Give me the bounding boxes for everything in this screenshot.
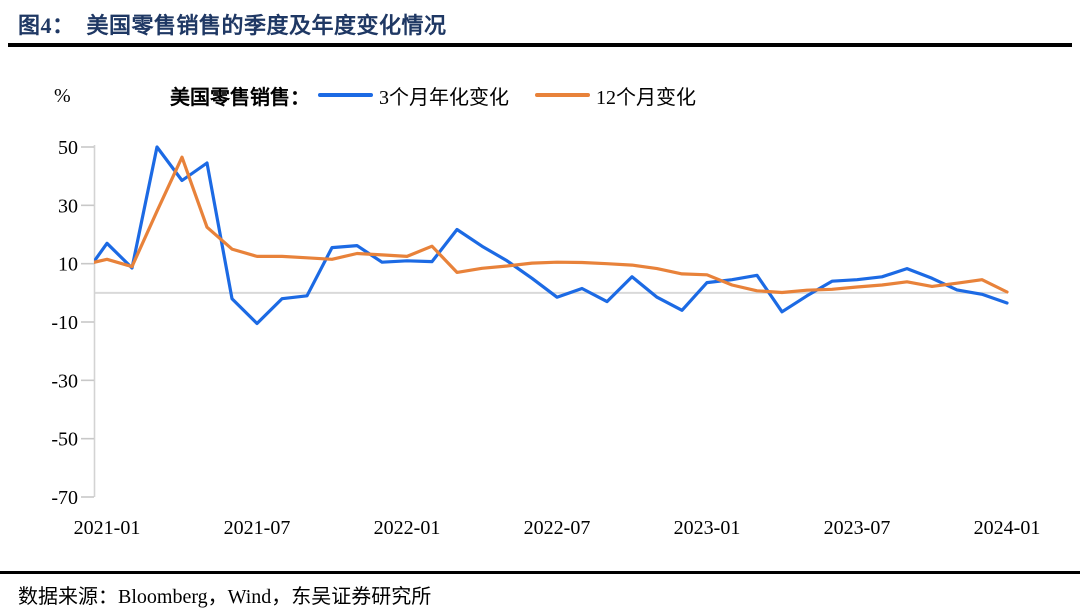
legend-item-3m: 3个月年化变化: [318, 81, 509, 110]
x-tick-label: 2022-07: [524, 517, 591, 539]
legend-item-12m: 12个月变化: [535, 81, 696, 110]
y-tick-label: 30: [58, 195, 78, 217]
legend-title: 美国零售销售：: [170, 86, 310, 109]
series-12m-change-line: [94, 155, 1009, 295]
y-tick-label: -30: [51, 370, 78, 392]
y-tick-label: -70: [51, 487, 78, 509]
x-tick-label: 2022-01: [374, 517, 441, 539]
title-divider-rule: [8, 43, 1072, 47]
legend-label-12m: 12个月变化: [596, 86, 696, 109]
y-tick-label: 50: [58, 137, 78, 159]
x-tick-label: 2023-01: [674, 517, 741, 539]
figure-title-text: 美国零售销售的季度及年度变化情况: [86, 13, 447, 38]
x-tick-label: 2021-07: [224, 517, 291, 539]
y-tick-label: 10: [58, 254, 78, 276]
x-tick-label: 2024-01: [974, 517, 1041, 539]
legend-swatch-3m-line: [318, 93, 373, 97]
source-divider-rule: [0, 571, 1080, 574]
figure-number-label: 图4：: [18, 13, 75, 38]
chart-legend: 美国零售销售： 3个月年化变化 12个月变化: [170, 81, 696, 110]
x-tick-label: 2021-01: [74, 517, 141, 539]
y-tick-label: -10: [51, 312, 78, 334]
data-source-text: Bloomberg，Wind，东吴证券研究所: [118, 586, 432, 608]
data-source-note: 数据来源：Bloomberg，Wind，东吴证券研究所: [18, 580, 431, 609]
x-tick-label: 2023-07: [824, 517, 891, 539]
legend-label-3m: 3个月年化变化: [379, 86, 509, 109]
series-3m-annualized-line: [94, 145, 1009, 326]
legend-swatch-12m-line: [535, 93, 590, 97]
y-tick-label: -50: [51, 429, 78, 451]
figure-title: 图4： 美国零售销售的季度及年度变化情况: [18, 8, 447, 40]
data-source-label: 数据来源：: [18, 586, 118, 608]
y-axis-unit-label: %: [54, 85, 71, 107]
